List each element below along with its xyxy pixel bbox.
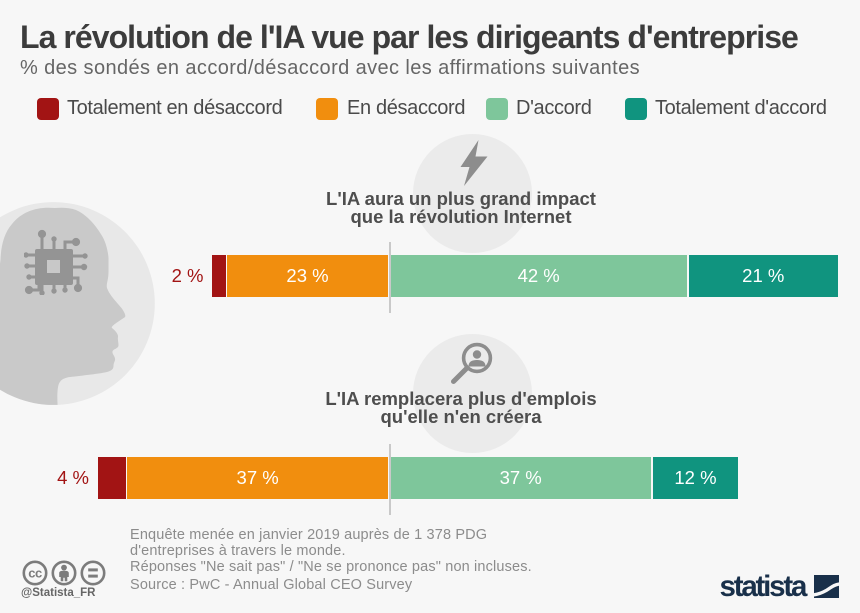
svg-text:cc: cc <box>28 566 42 581</box>
